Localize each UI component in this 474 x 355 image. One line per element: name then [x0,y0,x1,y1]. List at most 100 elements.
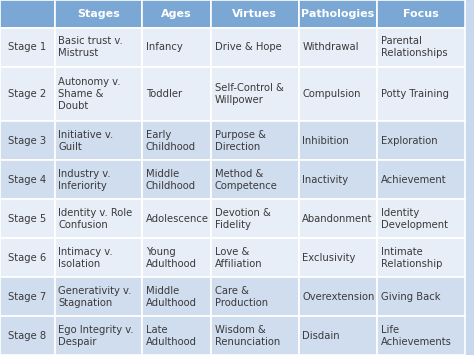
Bar [377,238,465,277]
Bar [377,0,465,28]
Text: Autonomy v.
Shame &
Doubt: Autonomy v. Shame & Doubt [58,77,121,111]
Bar [211,316,299,355]
Bar [377,277,465,316]
Text: Care &
Production: Care & Production [215,285,268,307]
Text: Exploration: Exploration [381,136,437,146]
Text: Adolescence: Adolescence [146,214,209,224]
Text: Intimate
Relationship: Intimate Relationship [381,247,442,269]
Bar [211,0,299,28]
Text: Young
Adulthood: Young Adulthood [146,247,197,269]
Text: Compulsion: Compulsion [302,89,361,99]
Bar [142,67,211,121]
Text: Toddler: Toddler [146,89,182,99]
Text: Focus: Focus [403,9,438,19]
Bar [0,238,55,277]
Bar [142,316,211,355]
Bar [142,0,211,28]
Bar [299,0,377,28]
Bar [377,316,465,355]
Bar [142,160,211,199]
Bar [142,277,211,316]
Bar [55,160,142,199]
Text: Drive & Hope: Drive & Hope [215,42,282,52]
Bar [55,238,142,277]
Text: Infancy: Infancy [146,42,183,52]
Bar [0,67,55,121]
Bar [377,160,465,199]
Bar [55,121,142,160]
Text: Generativity v.
Stagnation: Generativity v. Stagnation [58,285,132,307]
Text: Stage 6: Stage 6 [8,253,46,263]
Bar [211,121,299,160]
Bar [211,67,299,121]
Text: Abandonment: Abandonment [302,214,373,224]
Bar [299,316,377,355]
Text: Stage 2: Stage 2 [8,89,46,99]
Text: Self-Control &
Willpower: Self-Control & Willpower [215,83,283,105]
Text: Exclusivity: Exclusivity [302,253,356,263]
Text: Stage 4: Stage 4 [8,175,46,185]
Text: Overextension: Overextension [302,291,375,301]
Text: Late
Adulthood: Late Adulthood [146,324,197,346]
Bar [0,28,55,67]
Text: Middle
Adulthood: Middle Adulthood [146,285,197,307]
Text: Stage 7: Stage 7 [8,291,46,301]
Text: Identity v. Role
Confusion: Identity v. Role Confusion [58,208,133,230]
Text: Purpose &
Direction: Purpose & Direction [215,130,266,152]
Text: Stage 5: Stage 5 [8,214,46,224]
Bar [211,199,299,238]
Text: Giving Back: Giving Back [381,291,440,301]
Bar [142,199,211,238]
Text: Withdrawal: Withdrawal [302,42,359,52]
Text: Potty Training: Potty Training [381,89,448,99]
Text: Stage 3: Stage 3 [8,136,46,146]
Bar [142,28,211,67]
Text: Inactivity: Inactivity [302,175,348,185]
Text: Method &
Competence: Method & Competence [215,169,278,191]
Text: Virtues: Virtues [232,9,277,19]
Bar [0,199,55,238]
Bar [211,160,299,199]
Text: Wisdom &
Renunciation: Wisdom & Renunciation [215,324,280,346]
Bar [299,277,377,316]
Bar [299,67,377,121]
Bar [55,199,142,238]
Bar [211,238,299,277]
Text: Ego Integrity v.
Despair: Ego Integrity v. Despair [58,324,134,346]
Text: Achievement: Achievement [381,175,446,185]
Text: Industry v.
Inferiority: Industry v. Inferiority [58,169,111,191]
Text: Disdain: Disdain [302,331,340,340]
Text: Stages: Stages [77,9,120,19]
Bar [0,0,55,28]
Bar [299,160,377,199]
Bar [377,121,465,160]
Text: Life
Achievements: Life Achievements [381,324,452,346]
Bar [299,199,377,238]
Bar [55,316,142,355]
Bar [55,0,142,28]
Text: Initiative v.
Guilt: Initiative v. Guilt [58,130,114,152]
Bar [299,238,377,277]
Text: Stage 1: Stage 1 [8,42,46,52]
Bar [211,277,299,316]
Text: Basic trust v.
Mistrust: Basic trust v. Mistrust [58,36,123,58]
Bar [299,121,377,160]
Bar [377,67,465,121]
Text: Intimacy v.
Isolation: Intimacy v. Isolation [58,247,113,269]
Bar [0,277,55,316]
Bar [142,238,211,277]
Text: Early
Childhood: Early Childhood [146,130,196,152]
Text: Ages: Ages [161,9,192,19]
Bar [211,28,299,67]
Bar [0,316,55,355]
Bar [55,67,142,121]
Text: Identity
Development: Identity Development [381,208,447,230]
Bar [55,277,142,316]
Bar [377,199,465,238]
Bar [377,28,465,67]
Bar [55,28,142,67]
Text: Inhibition: Inhibition [302,136,349,146]
Bar [299,28,377,67]
Text: Devotion &
Fidelity: Devotion & Fidelity [215,208,271,230]
Bar [0,160,55,199]
